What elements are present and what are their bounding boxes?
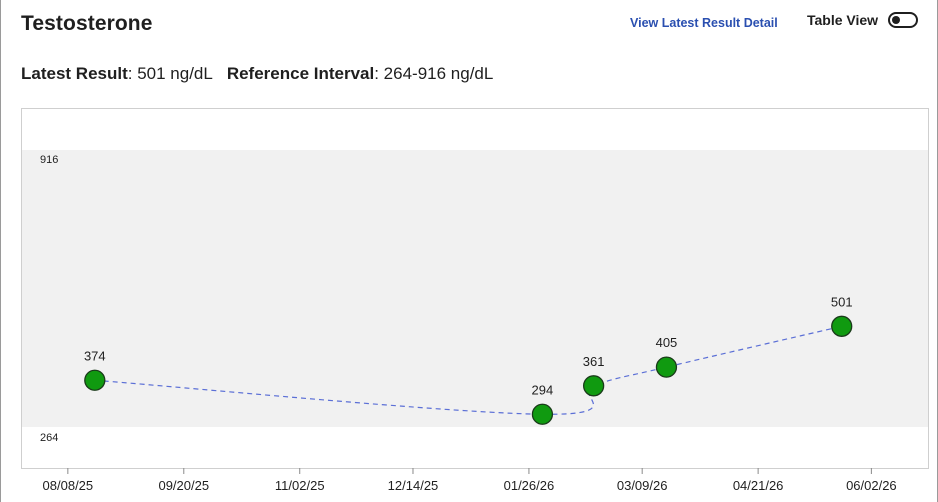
data-point (655, 356, 678, 378)
series-line (94, 325, 842, 415)
toggle-knob (892, 16, 901, 24)
reference-band (22, 150, 928, 427)
x-tick-label: 11/02/25 (275, 478, 325, 493)
table-view-toggle-group: Table View (807, 12, 919, 28)
table-view-label: Table View (807, 12, 879, 28)
table-view-toggle[interactable] (888, 12, 919, 28)
x-tick-label: 09/20/25 (158, 478, 209, 493)
data-label: 501 (831, 294, 853, 309)
reference-high-label: 916 (40, 154, 58, 166)
reference-low-label: 264 (40, 432, 58, 444)
latest-result-value: : 501 ng/dL (127, 64, 213, 83)
data-label: 374 (84, 348, 106, 363)
x-tick-label: 08/08/25 (43, 478, 94, 493)
x-tick-label: 12/14/25 (388, 478, 439, 493)
data-point (831, 315, 853, 337)
x-tick-label: 03/09/26 (617, 478, 668, 493)
view-latest-result-detail-link[interactable]: View Latest Result Detail (630, 16, 778, 30)
x-tick-label: 01/26/26 (504, 478, 555, 493)
reference-interval-value: : 264-916 ng/dL (374, 64, 494, 83)
x-tick-label: 04/21/26 (733, 478, 784, 493)
data-label: 361 (583, 354, 605, 369)
reference-interval-label: Reference Interval (226, 64, 375, 83)
data-point (84, 369, 106, 391)
data-label: 405 (656, 335, 678, 350)
data-point (582, 375, 605, 397)
data-label: 294 (532, 382, 554, 397)
latest-result-label: Latest Result (21, 64, 128, 83)
result-summary: Latest Result: 501 ng/dL Reference Interv… (21, 64, 493, 84)
left-border (0, 0, 1, 502)
data-point (531, 403, 554, 425)
x-tick-label: 06/02/26 (846, 478, 897, 493)
page-title: Testosterone (21, 12, 153, 35)
